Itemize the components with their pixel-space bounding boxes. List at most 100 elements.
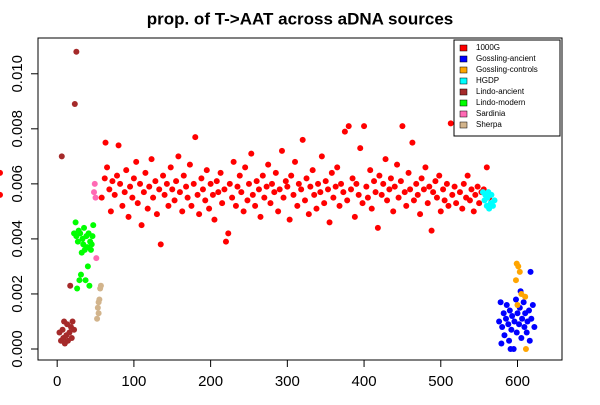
point xyxy=(265,161,272,168)
point xyxy=(298,186,305,193)
point xyxy=(242,164,249,171)
point xyxy=(401,189,408,196)
point xyxy=(184,194,191,201)
point xyxy=(326,219,333,226)
point xyxy=(520,299,527,306)
point xyxy=(268,180,275,187)
point xyxy=(391,183,398,190)
point xyxy=(232,202,239,209)
point xyxy=(114,172,121,179)
point xyxy=(115,142,122,149)
point xyxy=(219,200,226,207)
point xyxy=(236,172,243,179)
point xyxy=(501,332,508,339)
x-tick-label: 500 xyxy=(428,373,453,390)
point xyxy=(353,180,360,187)
point xyxy=(199,186,206,193)
point xyxy=(188,202,195,209)
point xyxy=(121,189,128,196)
point xyxy=(321,200,328,207)
point xyxy=(451,183,458,190)
point xyxy=(382,156,389,163)
legend-label: Sardinia xyxy=(476,109,506,118)
point xyxy=(230,158,237,165)
point xyxy=(92,194,99,201)
point xyxy=(175,153,182,160)
point xyxy=(127,183,134,190)
point xyxy=(133,158,140,165)
legend-swatch xyxy=(459,121,468,129)
point xyxy=(96,296,103,303)
point xyxy=(513,329,520,336)
point xyxy=(119,202,126,209)
point xyxy=(460,180,467,187)
point xyxy=(507,345,514,352)
point xyxy=(349,175,356,182)
point xyxy=(215,189,222,196)
x-tick-label: 200 xyxy=(198,373,223,390)
point xyxy=(430,189,437,196)
chart-title: prop. of T->AAT across aDNA sources xyxy=(147,9,454,28)
legend-label: 1000G xyxy=(476,43,500,52)
x-tick-label: 100 xyxy=(121,373,146,390)
point xyxy=(378,191,385,198)
point xyxy=(311,191,318,198)
point xyxy=(519,315,526,322)
point xyxy=(106,186,113,193)
point xyxy=(207,180,214,187)
point xyxy=(433,194,440,201)
point xyxy=(84,263,91,270)
point xyxy=(417,211,424,218)
point xyxy=(496,318,503,325)
point xyxy=(386,186,393,193)
point xyxy=(445,202,452,209)
point xyxy=(511,318,518,325)
point xyxy=(527,268,534,275)
point xyxy=(526,337,533,344)
legend-label: Gossling-controls xyxy=(476,65,538,74)
point xyxy=(67,282,74,289)
point xyxy=(140,189,147,196)
point xyxy=(123,167,130,174)
point xyxy=(144,205,151,212)
point xyxy=(341,128,348,135)
point xyxy=(418,175,425,182)
point xyxy=(523,329,530,336)
point xyxy=(410,197,417,204)
point xyxy=(87,246,94,253)
point xyxy=(344,197,351,204)
point xyxy=(226,180,233,187)
point xyxy=(261,194,268,201)
point xyxy=(489,202,496,209)
point xyxy=(194,191,201,198)
point xyxy=(405,169,412,176)
point xyxy=(372,189,379,196)
point xyxy=(278,147,285,154)
point xyxy=(152,178,159,185)
point xyxy=(102,139,109,146)
point xyxy=(397,178,404,185)
point xyxy=(263,183,270,190)
point xyxy=(267,200,274,207)
point xyxy=(305,211,312,218)
point xyxy=(259,172,266,179)
point xyxy=(309,167,316,174)
point xyxy=(148,156,155,163)
point xyxy=(506,307,513,314)
point xyxy=(384,197,391,204)
point xyxy=(497,299,504,306)
legend-box xyxy=(453,39,561,137)
point xyxy=(514,301,521,308)
point xyxy=(276,186,283,193)
point xyxy=(526,307,533,314)
plot-frame xyxy=(37,37,563,361)
point xyxy=(299,136,306,143)
point xyxy=(474,183,481,190)
point xyxy=(68,334,75,341)
point xyxy=(104,164,111,171)
point xyxy=(351,213,358,220)
point xyxy=(394,161,401,168)
point xyxy=(409,139,416,146)
point xyxy=(447,120,454,127)
legend-label: Lindo-ancient xyxy=(476,87,525,96)
